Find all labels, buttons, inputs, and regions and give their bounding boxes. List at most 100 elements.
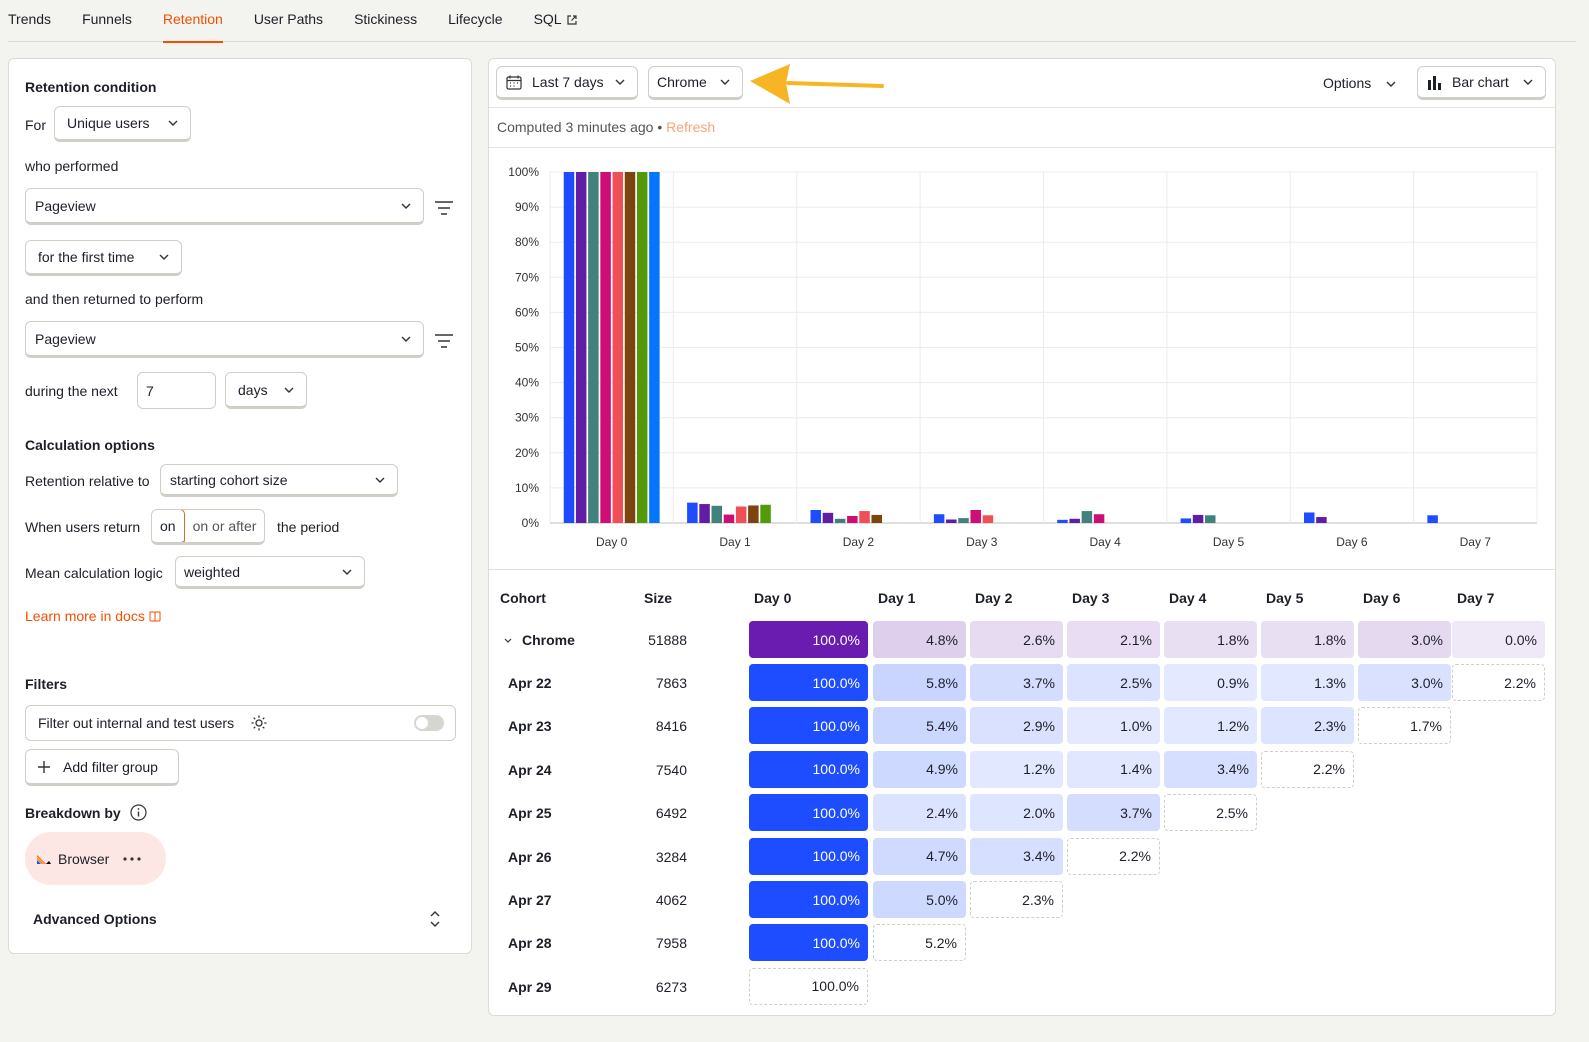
retention-cell[interactable]: 100.0% [749,794,868,832]
info-icon[interactable] [129,804,147,821]
select-value: starting cohort size [170,471,288,488]
bar [1303,512,1315,523]
retention-cell[interactable]: 100.0% [749,621,868,658]
tab-trends[interactable]: Trends [8,0,51,42]
filter-icon[interactable] [434,200,454,216]
return-on-option[interactable]: on [152,510,185,542]
collapse-chevron-icon[interactable] [504,638,512,643]
breakdown-value-select[interactable]: Chrome [648,66,743,100]
retention-cell[interactable]: 5.2% [873,924,966,962]
retention-cell[interactable]: 5.8% [873,664,966,701]
bar [748,505,759,523]
retention-cell[interactable]: 1.2% [970,750,1063,788]
first-time-select[interactable]: for the first time [25,240,182,276]
tab-lifecycle[interactable]: Lifecycle [448,0,502,42]
retention-cell[interactable]: 5.4% [873,707,966,745]
filter-icon[interactable] [434,333,454,349]
retention-cell[interactable]: 1.4% [1067,750,1160,788]
retention-cell[interactable]: 100.0% [749,967,868,1005]
retention-cell[interactable]: 3.0% [1358,664,1451,701]
retention-cell[interactable]: 100.0% [749,924,868,962]
tab-sql[interactable]: SQL [534,0,577,42]
retention-cell[interactable]: 4.9% [873,750,966,788]
advanced-options-toggle[interactable]: Advanced Options [33,911,157,927]
retention-cell[interactable]: 100.0% [749,707,868,745]
retention-cell[interactable]: 2.6% [970,621,1063,658]
date-range-select[interactable]: Last 7 days [496,66,638,100]
expand-icon[interactable] [429,910,441,928]
tab-stickiness[interactable]: Stickiness [354,0,417,42]
mean-logic-label: Mean calculation logic [25,565,163,581]
gear-icon[interactable] [250,714,268,732]
y-tick-label: 100% [508,165,539,179]
status-divider [489,147,1555,148]
retention-cell[interactable]: 2.5% [1067,664,1160,701]
retention-cell[interactable]: 1.8% [1261,621,1354,658]
returning-event-select[interactable]: Pageview [25,321,424,358]
cohort-size: 7540 [655,761,687,778]
retention-cell[interactable]: 3.7% [1067,794,1160,832]
input-value: 7 [146,382,154,399]
bar [563,172,575,523]
return-on-or-after-option[interactable]: on or after [192,518,257,534]
cohort-date: Apr 23 [508,718,552,735]
retention-cell[interactable]: 1.8% [1164,621,1257,658]
tab-user-paths[interactable]: User Paths [254,0,323,42]
retention-cell[interactable]: 0.0% [1452,621,1545,658]
learn-more-docs-link[interactable]: Learn more in docs [25,608,161,624]
add-filter-group-button[interactable]: Add filter group [25,749,179,786]
x-tick-label: Day 7 [1460,535,1492,549]
tab-funnels[interactable]: Funnels [82,0,132,42]
external-link-icon [566,15,577,25]
options-menu[interactable]: Options [1323,75,1396,91]
refresh-link[interactable]: Refresh [666,119,716,135]
x-tick-label: Day 6 [1336,535,1368,549]
retention-cell[interactable]: 2.2% [1452,664,1545,701]
retention-cell[interactable]: 4.7% [873,837,966,875]
breakdown-browser-pill[interactable]: Browser [25,832,166,885]
retention-cell[interactable]: 2.5% [1164,794,1257,832]
retention-cell[interactable]: 3.0% [1358,621,1451,658]
retention-cell[interactable]: 3.4% [1164,750,1257,788]
retention-cell[interactable]: 100.0% [749,837,868,875]
target-event-select[interactable]: Pageview [25,188,424,225]
retention-cell[interactable]: 5.0% [873,881,966,918]
select-value: Last 7 days [532,74,604,90]
cohort-date: Apr 29 [508,978,552,995]
retention-cell[interactable]: 1.3% [1261,664,1354,701]
retention-cell[interactable]: 2.4% [873,794,966,832]
retention-cell[interactable]: 2.3% [970,881,1063,918]
retention-cell[interactable]: 100.0% [749,664,868,701]
tab-label: SQL [533,11,562,27]
retention-cell[interactable]: 2.0% [970,794,1063,832]
retention-cell[interactable]: 3.4% [970,837,1063,875]
retention-cell[interactable]: 100.0% [749,881,868,918]
retention-cell[interactable]: 2.2% [1261,750,1354,788]
retention-cell[interactable]: 2.3% [1261,707,1354,745]
link-text: Learn more in docs [25,608,145,624]
chevron-down-icon [720,79,730,85]
retention-cell[interactable]: 1.7% [1358,707,1451,745]
tab-retention[interactable]: Retention [162,0,223,43]
retention-cell[interactable]: 100.0% [749,750,868,788]
insight-tabs: Trends Funnels Retention User Paths Stic… [8,0,1576,43]
retention-cell[interactable]: 2.9% [970,707,1063,745]
more-icon[interactable] [123,856,141,861]
retention-cell[interactable]: 1.2% [1164,707,1257,745]
mean-logic-select[interactable]: weighted [175,556,365,589]
period-unit-select[interactable]: days [225,372,307,409]
retention-cell[interactable]: 2.2% [1067,837,1160,875]
bar [871,514,882,523]
retention-reference-select[interactable]: starting cohort size [160,464,398,497]
retention-cell[interactable]: 1.0% [1067,707,1160,745]
filter-test-users-toggle[interactable] [414,715,444,731]
target-users-select[interactable]: Unique users [54,106,191,142]
chart-type-select[interactable]: Bar chart [1417,66,1546,100]
retention-cell[interactable]: 3.7% [970,664,1063,701]
tab-label: Funnels [82,11,132,27]
period-count-input[interactable]: 7 [137,372,216,409]
retention-cell[interactable]: 0.9% [1164,664,1257,701]
bar [760,504,771,523]
retention-cell[interactable]: 2.1% [1067,621,1160,658]
retention-cell[interactable]: 4.8% [873,621,966,658]
